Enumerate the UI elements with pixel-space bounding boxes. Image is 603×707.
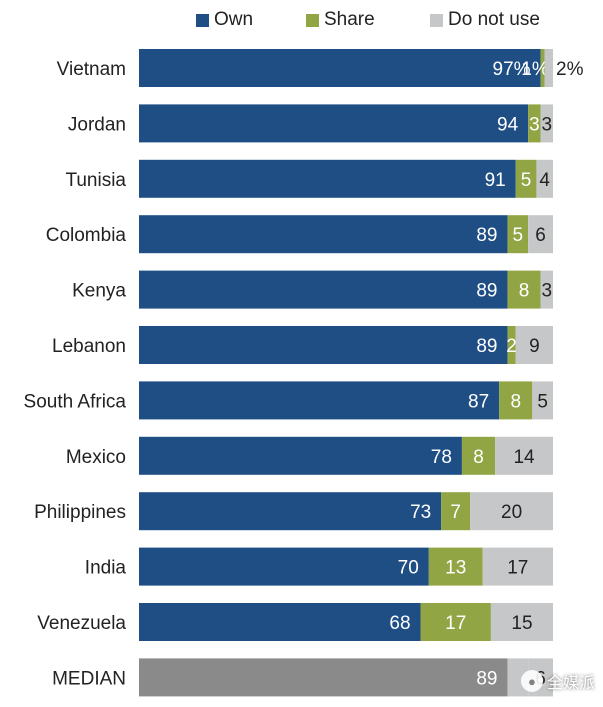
value-label-own-tunisia: 91 bbox=[485, 170, 506, 191]
bar-not-use-jordan bbox=[540, 104, 553, 143]
legend-swatch-not-use bbox=[430, 13, 443, 27]
value-label-own-jordan: 94 bbox=[497, 114, 519, 135]
bar-own-venezuela bbox=[139, 603, 421, 641]
value-label-own-mexico: 78 bbox=[431, 447, 452, 468]
bar-share-india bbox=[428, 547, 483, 586]
value-label-not-use-tunisia: 4 bbox=[539, 170, 550, 191]
bar-not-use-south-africa bbox=[532, 381, 553, 420]
value-label-own-india: 70 bbox=[398, 558, 419, 579]
category-label-kenya: Kenya bbox=[72, 281, 126, 302]
bar-own-jordan bbox=[139, 104, 529, 143]
value-label-not-use-kenya: 3 bbox=[542, 281, 553, 302]
category-label-venezuela: Venezuela bbox=[37, 613, 126, 634]
value-label-own-vietnam: 97% bbox=[493, 59, 531, 80]
category-label-jordan: Jordan bbox=[68, 114, 126, 135]
category-label-colombia: Colombia bbox=[46, 225, 127, 246]
bar-share-kenya bbox=[507, 270, 541, 309]
value-label-not-use-colombia: 6 bbox=[535, 225, 546, 246]
bar-not-use-philippines bbox=[470, 492, 553, 531]
bar-share-colombia bbox=[507, 215, 529, 254]
category-label-india: India bbox=[85, 558, 127, 579]
value-label-share-venezuela: 17 bbox=[445, 613, 466, 634]
value-label-share-india: 13 bbox=[445, 558, 466, 579]
legend-item-own: Own bbox=[196, 8, 253, 32]
category-label-philippines: Philippines bbox=[34, 502, 126, 523]
bar-own-lebanon bbox=[139, 326, 508, 364]
watermark: ● 全媒派 bbox=[520, 669, 595, 693]
value-label-not-use-vietnam: 2% bbox=[556, 59, 584, 80]
chart-legend: Own Share Do not use bbox=[0, 4, 603, 32]
legend-swatch-own bbox=[196, 13, 209, 27]
bar-own-vietnam bbox=[139, 49, 541, 87]
value-label-own-south-africa: 87 bbox=[468, 391, 489, 412]
bar-own-mexico bbox=[139, 436, 462, 475]
bar-own-median bbox=[139, 658, 508, 697]
value-label-own-median: 89 bbox=[476, 668, 497, 689]
bar-not-use-india bbox=[482, 547, 553, 586]
value-label-not-use-venezuela: 15 bbox=[511, 613, 532, 634]
value-label-own-colombia: 89 bbox=[476, 225, 497, 246]
category-label-tunisia: Tunisia bbox=[65, 170, 126, 191]
category-label-lebanon: Lebanon bbox=[52, 336, 126, 357]
bar-own-kenya bbox=[139, 270, 508, 309]
bar-share-venezuela bbox=[420, 603, 491, 641]
legend-label-not-use: Do not use bbox=[448, 9, 540, 30]
value-label-share-vietnam: 1% bbox=[521, 59, 549, 80]
value-label-not-use-india: 17 bbox=[507, 558, 528, 579]
legend-item-share: Share bbox=[306, 8, 375, 32]
bar-not-use-mexico bbox=[495, 436, 553, 475]
bar-share-mexico bbox=[461, 436, 496, 475]
value-label-share-lebanon: 2 bbox=[506, 336, 517, 357]
bar-own-tunisia bbox=[139, 159, 516, 198]
bar-share-jordan bbox=[528, 104, 541, 143]
value-label-not-use-philippines: 20 bbox=[501, 502, 522, 523]
value-label-own-kenya: 89 bbox=[476, 281, 497, 302]
bar-share-vietnam bbox=[540, 49, 545, 87]
category-label-south-africa: South Africa bbox=[24, 391, 127, 412]
category-label-vietnam: Vietnam bbox=[57, 59, 126, 80]
value-label-not-use-lebanon: 9 bbox=[529, 336, 540, 357]
bar-share-lebanon bbox=[507, 326, 516, 364]
value-label-not-use-jordan: 3 bbox=[542, 114, 553, 135]
value-label-not-use-mexico: 14 bbox=[513, 447, 535, 468]
category-label-median: MEDIAN bbox=[52, 668, 126, 689]
legend-swatch-share bbox=[306, 13, 319, 27]
value-label-share-south-africa: 8 bbox=[510, 391, 521, 412]
value-label-not-use-south-africa: 5 bbox=[537, 391, 548, 412]
bar-own-india bbox=[139, 547, 429, 586]
legend-item-not-use: Do not use bbox=[430, 8, 540, 32]
watermark-text: 全媒派 bbox=[546, 675, 595, 692]
bar-not-use-colombia bbox=[528, 215, 553, 254]
bar-not-use-venezuela bbox=[490, 603, 553, 641]
value-label-share-philippines: 7 bbox=[450, 502, 461, 523]
value-label-share-colombia: 5 bbox=[513, 225, 524, 246]
value-label-share-mexico: 8 bbox=[473, 447, 484, 468]
bar-share-tunisia bbox=[515, 159, 537, 198]
legend-label-own: Own bbox=[214, 9, 254, 30]
value-label-share-jordan: 3 bbox=[529, 114, 540, 135]
value-label-own-venezuela: 68 bbox=[389, 613, 410, 634]
value-label-own-philippines: 73 bbox=[410, 502, 431, 523]
bar-share-south-africa bbox=[499, 381, 533, 420]
value-label-share-kenya: 8 bbox=[519, 281, 530, 302]
wechat-icon: ● bbox=[520, 670, 543, 692]
bar-own-south-africa bbox=[139, 381, 500, 420]
bar-own-philippines bbox=[139, 492, 442, 531]
category-label-mexico: Mexico bbox=[66, 447, 126, 468]
bar-own-colombia bbox=[139, 215, 508, 254]
bar-share-philippines bbox=[441, 492, 471, 531]
bar-not-use-tunisia bbox=[536, 159, 553, 198]
value-label-own-lebanon: 89 bbox=[476, 336, 497, 357]
legend-label-share: Share bbox=[324, 9, 375, 30]
bar-not-use-kenya bbox=[540, 270, 553, 309]
bar-not-use-vietnam bbox=[544, 49, 553, 87]
value-label-share-tunisia: 5 bbox=[521, 170, 532, 191]
bar-not-use-lebanon bbox=[515, 326, 553, 364]
